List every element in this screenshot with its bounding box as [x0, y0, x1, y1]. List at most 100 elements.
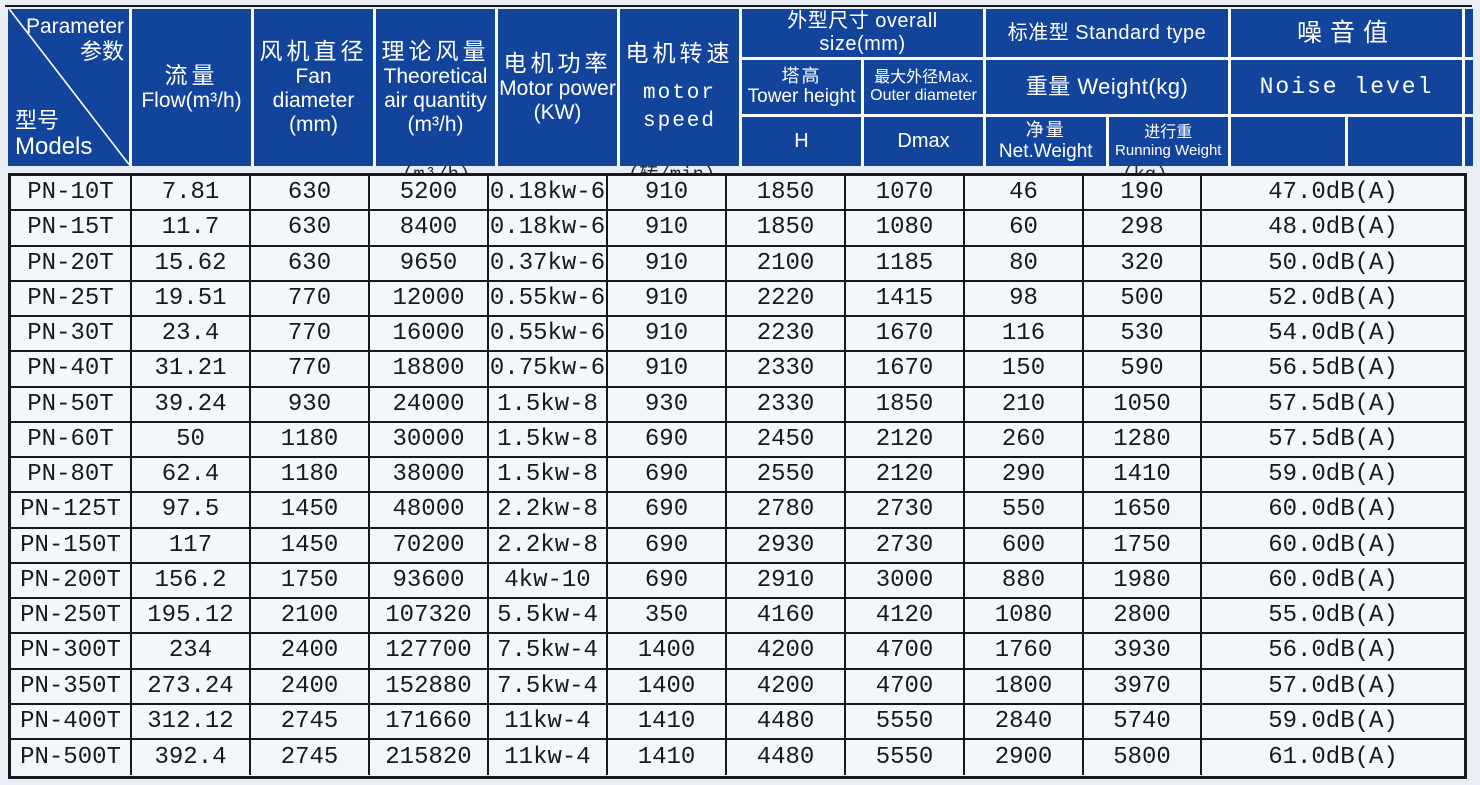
cell-motor-power: 0.18kw-6: [489, 211, 608, 247]
cell-outer-diameter: 5550: [846, 704, 965, 740]
cell-fan-diameter: 1750: [251, 563, 370, 599]
col-header-net-weight: 净量 Net.Weight: [986, 117, 1106, 166]
cell-noise: 61.0dB(A): [1268, 744, 1398, 772]
cell-air-quantity: 48000: [370, 493, 489, 529]
cell-fan-diameter: 2400: [251, 669, 370, 705]
cell-running-weight: 1410: [1084, 458, 1202, 494]
cell-flow: 156.2: [132, 563, 251, 599]
cell-tower-height: 4480: [727, 704, 846, 740]
cell-air-quantity: 9650: [370, 246, 489, 282]
cell-fan-diameter: 1450: [251, 493, 370, 529]
cell-motor-power: 11kw-4: [489, 704, 608, 740]
clipped-running-weight-unit: (kg): [1122, 166, 1198, 173]
cell-model: PN-300T: [11, 634, 132, 670]
noise-empty-cell-right: [1348, 117, 1462, 166]
cell-fan-diameter: 630: [251, 176, 370, 212]
cell-fan-diameter: 630: [251, 246, 370, 282]
cell-noise: 57.5dB(A): [1202, 388, 1464, 423]
cell-running-weight: 1750: [1084, 528, 1202, 564]
col-key-H: H: [742, 117, 861, 166]
cell-net-weight: 150: [965, 352, 1084, 388]
cell-motor-speed: 930: [608, 387, 727, 423]
cell-fan-diameter: 770: [251, 281, 370, 317]
spec-table-body: PN-10T 7.81 630 5200 0.18kw-6 910 1850 1…: [8, 173, 1467, 779]
cell-flow: 7.81: [132, 176, 251, 212]
cell-fan-diameter: 2745: [251, 740, 370, 776]
cell-outer-diameter: 5550: [846, 740, 965, 776]
cell-outer-diameter: 1080: [846, 211, 965, 247]
col-header-running-weight: 进行重 Running Weight: [1108, 117, 1228, 166]
cell-flow: 11.7: [132, 211, 251, 247]
cell-flow: 31.21: [132, 352, 251, 388]
cell-motor-power: 0.75kw-6: [489, 352, 608, 388]
cell-air-quantity: 171660: [370, 704, 489, 740]
cell-net-weight: 600: [965, 528, 1084, 564]
cell-air-quantity: 8400: [370, 211, 489, 247]
noise-empty-cell-left: [1231, 117, 1345, 166]
cell-outer-diameter: 4700: [846, 669, 965, 705]
col-header-flow: 流量 Flow(m³/h): [132, 9, 251, 166]
cell-running-weight: 320: [1084, 246, 1202, 282]
cell-noise: 48.0dB(A): [1202, 211, 1464, 247]
cell-tower-height: 2930: [727, 528, 846, 564]
overall-size-title: 外型尺寸 overall size(mm): [742, 9, 983, 57]
cell-noise: 52.0dB(A): [1202, 282, 1464, 317]
cell-running-weight: 530: [1084, 317, 1202, 353]
cell-motor-power: 1.5kw-8: [489, 458, 608, 494]
cell-noise: 55.0dB(A): [1202, 599, 1464, 635]
diagonal-line: [8, 9, 129, 166]
cell-motor-power: 0.37kw-6: [489, 246, 608, 282]
cell-motor-power: 5.5kw-4: [489, 599, 608, 635]
cell-outer-diameter: 4700: [846, 634, 965, 670]
col-header-outer-diameter: 最大外径Max. Outer diameter: [864, 60, 983, 114]
cell-outer-diameter: 1185: [846, 246, 965, 282]
cell-running-weight: 298: [1084, 211, 1202, 247]
cell-net-weight: 98: [965, 281, 1084, 317]
cell-net-weight: 290: [965, 458, 1084, 494]
cell-flow: 15.62: [132, 246, 251, 282]
clipped-air-quantity-unit: (m³/h): [402, 166, 492, 173]
cell-fan-diameter: 630: [251, 211, 370, 247]
cell-motor-speed: 690: [608, 458, 727, 494]
cell-model: PN-150T: [11, 528, 132, 564]
cell-model: PN-60T: [11, 422, 132, 458]
cell-model: PN-10T: [11, 176, 132, 212]
cell-running-weight: 500: [1084, 281, 1202, 317]
cell-motor-power: 0.55kw-6: [489, 281, 608, 317]
cell-air-quantity: 24000: [370, 387, 489, 423]
cell-flow: 392.4: [132, 740, 251, 776]
cell-tower-height: 2330: [727, 352, 846, 388]
cell-noise: 59.0dB(A): [1202, 458, 1464, 494]
cell-running-weight: 5740: [1084, 704, 1202, 740]
col-header-tower-height: 塔高 Tower height: [742, 60, 861, 114]
cell-model: PN-40T: [11, 352, 132, 388]
cell-model: PN-200T: [11, 563, 132, 599]
cell-net-weight: 80: [965, 246, 1084, 282]
cell-outer-diameter: 1670: [846, 352, 965, 388]
cell-motor-speed: 350: [608, 599, 727, 635]
cell-net-weight: 2840: [965, 704, 1084, 740]
cell-flow: 39.24: [132, 387, 251, 423]
cell-air-quantity: 12000: [370, 281, 489, 317]
cell-noise: 56.5dB(A): [1202, 352, 1464, 388]
cell-model: PN-250T: [11, 599, 132, 635]
cell-motor-power: 0.18kw-6: [489, 176, 608, 212]
cell-outer-diameter: 2120: [846, 458, 965, 494]
clipped-motor-speed-unit: (转/min): [628, 166, 746, 173]
cell-tower-height: 2220: [727, 281, 846, 317]
cell-model: PN-15T: [11, 211, 132, 247]
cell-outer-diameter: 2730: [846, 493, 965, 529]
cell-net-weight: 550: [965, 493, 1084, 529]
cell-motor-speed: 910: [608, 281, 727, 317]
cell-running-weight: 1980: [1084, 563, 1202, 599]
cell-fan-diameter: 2100: [251, 599, 370, 635]
cell-air-quantity: 152880: [370, 669, 489, 705]
cell-air-quantity: 5200: [370, 176, 489, 212]
cell-flow: 117: [132, 528, 251, 564]
cell-tower-height: 1850: [727, 176, 846, 212]
cell-tower-height: 4200: [727, 634, 846, 670]
cell-model: PN-20T: [11, 246, 132, 282]
cell-tower-height: 2780: [727, 493, 846, 529]
cell-motor-speed: 690: [608, 528, 727, 564]
cell-air-quantity: 93600: [370, 563, 489, 599]
